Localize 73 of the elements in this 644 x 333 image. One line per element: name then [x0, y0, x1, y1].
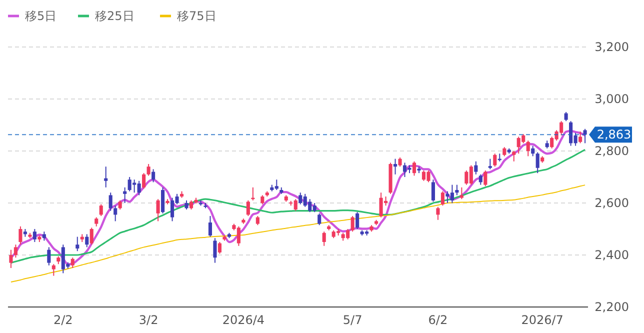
- candlestick: [322, 231, 326, 246]
- candlestick: [114, 205, 118, 222]
- candlestick: [474, 160, 478, 175]
- x-tick-label: 3/2: [138, 313, 158, 327]
- legend-label: 移25日: [95, 9, 134, 23]
- line-series: [10, 184, 586, 283]
- x-tick-label: 2026/4: [222, 313, 265, 327]
- candlestick: [398, 157, 402, 168]
- candlestick: [70, 257, 74, 268]
- candlestick: [412, 160, 416, 176]
- candlestick: [208, 216, 212, 238]
- candlestick: [578, 131, 582, 144]
- y-tick-label: 3,000: [594, 92, 629, 106]
- candlestick: [104, 166, 108, 188]
- candlestick: [123, 186, 127, 204]
- legend-label: 移5日: [25, 9, 57, 23]
- candlestick: [478, 174, 482, 186]
- y-tick-label: 2,600: [594, 196, 629, 210]
- candlestick: [18, 226, 22, 246]
- candlestick: [32, 228, 36, 242]
- candlestick: [484, 170, 488, 187]
- candlestick: [460, 186, 464, 200]
- candlestick: [564, 112, 568, 122]
- candlestick: [512, 150, 516, 162]
- candlestick: [393, 158, 398, 175]
- candlestick: [526, 140, 530, 157]
- y-tick-label: 2,200: [594, 300, 629, 314]
- x-tick-label: 2/2: [53, 313, 73, 327]
- candlestick: [583, 128, 587, 144]
- candlestick: [76, 236, 80, 252]
- candlestick: [42, 231, 46, 242]
- candlestick: [47, 246, 51, 266]
- candlestick: [52, 264, 56, 276]
- y-tick-label: 2,800: [594, 144, 629, 158]
- candlestick: [152, 168, 156, 183]
- candlestick: [455, 184, 459, 196]
- candlestick: [256, 216, 260, 226]
- candlestick: [318, 212, 322, 226]
- candlestick: [246, 200, 250, 216]
- candlestick: [161, 186, 165, 214]
- candlestick: [493, 153, 497, 168]
- candlestick: [431, 179, 435, 202]
- candlestick: [502, 146, 506, 157]
- candlestick: [14, 244, 18, 258]
- candlestick: [536, 152, 540, 174]
- candlestick: [142, 172, 146, 190]
- candlestick: [440, 190, 444, 206]
- candlestick: [94, 216, 98, 227]
- candlestick: [488, 158, 492, 170]
- candlestick: [90, 227, 94, 246]
- y-tick-label: 3,200: [594, 40, 629, 54]
- ref-line-label: 2,863: [596, 128, 632, 142]
- candlestick: [99, 204, 103, 216]
- candlestick: [436, 206, 440, 220]
- candlestick: [9, 249, 13, 268]
- candlestick: [146, 164, 150, 176]
- candlestick: [118, 200, 122, 210]
- candlestick: [156, 198, 160, 222]
- y-tick-label: 2,400: [594, 248, 629, 262]
- candlestick: [108, 192, 112, 212]
- x-tick-label: 2026/7: [521, 313, 564, 327]
- x-tick-label: 5/7: [342, 313, 362, 327]
- candlestick: [218, 242, 222, 254]
- legend-label: 移75日: [177, 9, 216, 23]
- candlestick: [184, 200, 188, 210]
- candlestick: [213, 238, 217, 264]
- candlestick: [85, 234, 89, 248]
- candlestick: [356, 212, 360, 230]
- candlestick: [260, 194, 264, 205]
- candlestick: [422, 170, 426, 182]
- candlestick: [531, 145, 535, 157]
- x-tick-label: 6/2: [428, 313, 448, 327]
- candlestick: [350, 216, 354, 232]
